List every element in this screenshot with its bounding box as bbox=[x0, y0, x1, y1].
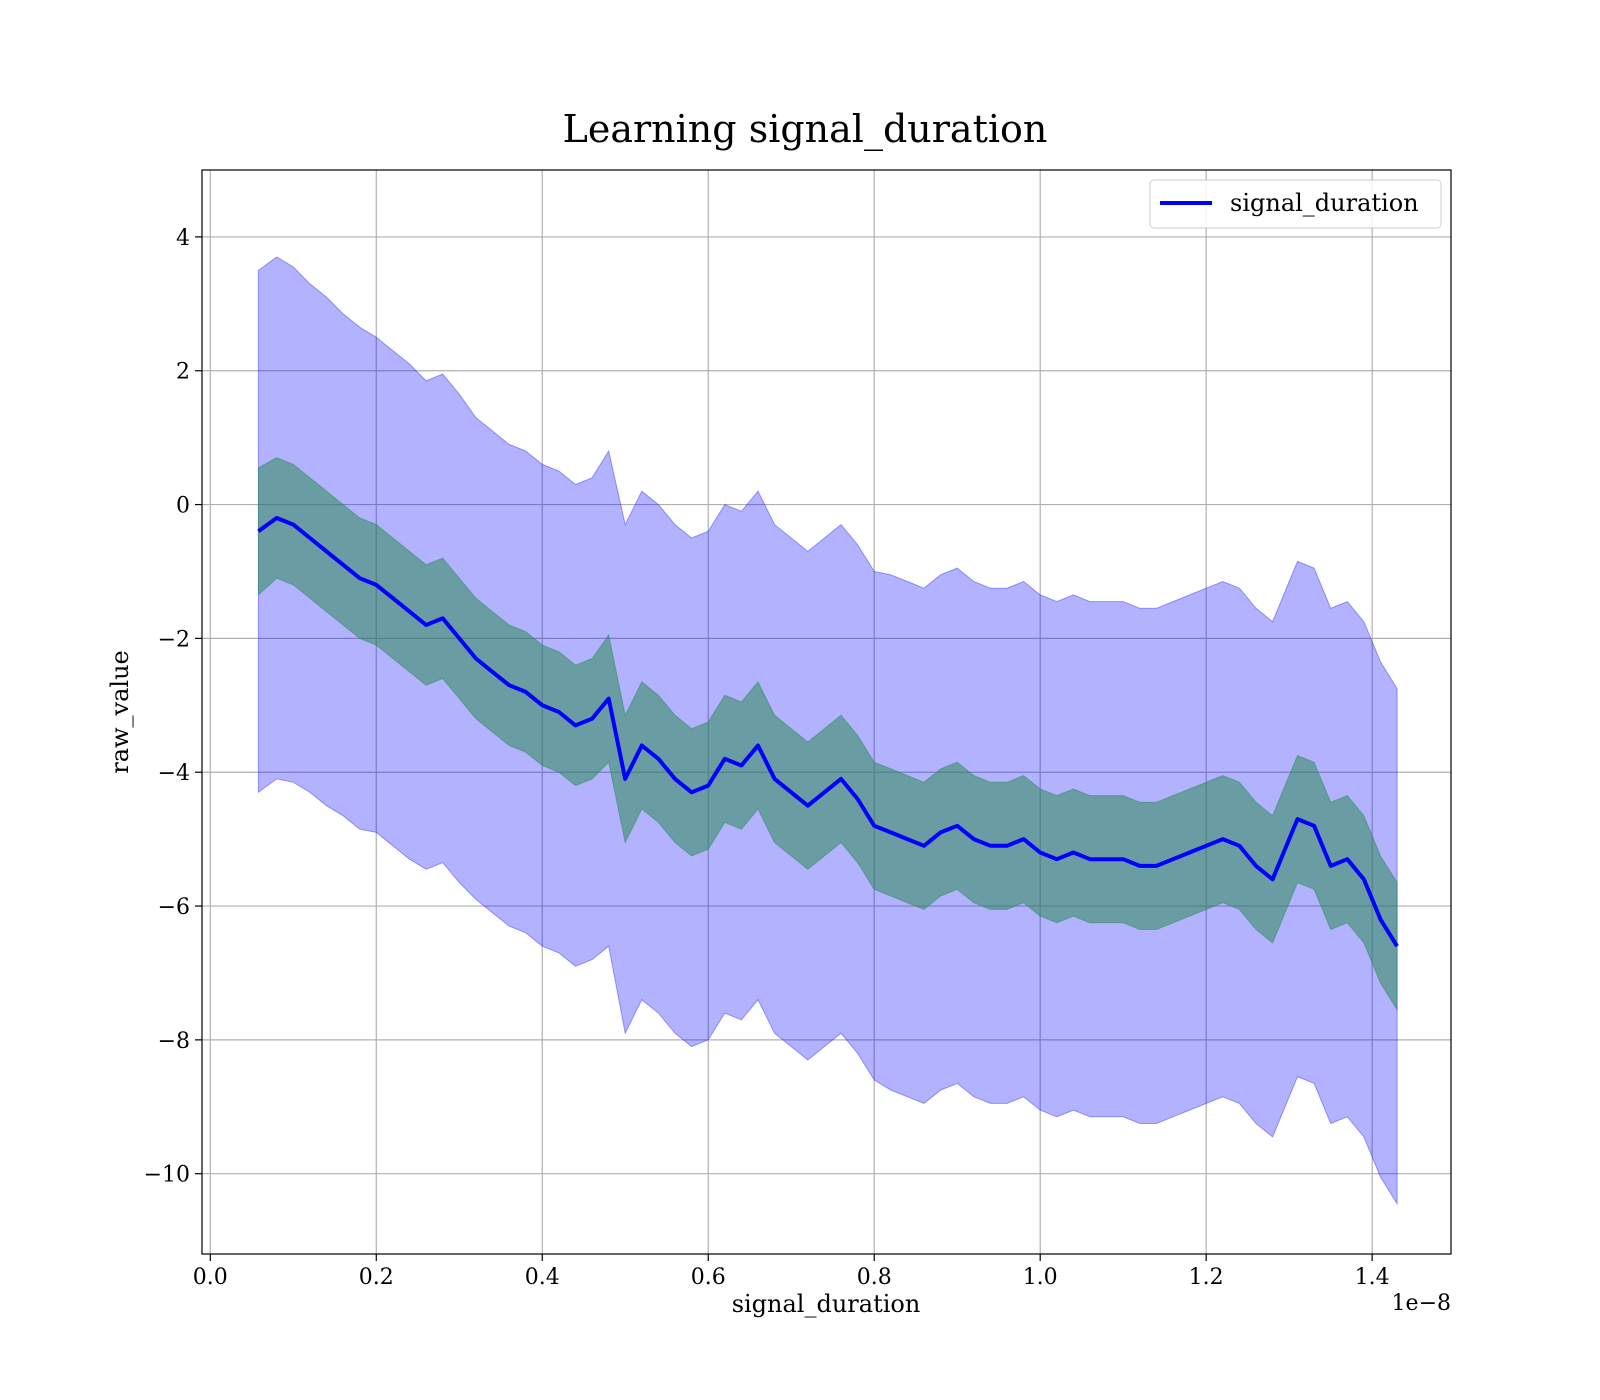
y-tick-label: 0 bbox=[176, 494, 190, 519]
y-tick-label: −10 bbox=[144, 1163, 190, 1188]
x-tick-label: 1.4 bbox=[1355, 1265, 1390, 1290]
legend: signal_duration bbox=[1149, 179, 1442, 229]
legend-box bbox=[1149, 179, 1442, 229]
x-tick-label: 1.0 bbox=[1023, 1265, 1058, 1290]
legend-label-signal-duration: signal_duration bbox=[1230, 189, 1419, 217]
y-tick-label: −4 bbox=[158, 761, 190, 786]
chart-title: Learning signal_duration bbox=[563, 107, 1048, 152]
series-lines bbox=[257, 516, 1399, 948]
x-tick-label: 0.4 bbox=[525, 1265, 560, 1290]
x-tick-label: 1.2 bbox=[1189, 1265, 1224, 1290]
axis-ticks: 0.0 0.2 0.4 0.6 0.8 1.0 1.2 1.4 4 2 0 −2 −4 −6 −8 −10 bbox=[144, 226, 1390, 1290]
y-tick-label: −2 bbox=[158, 627, 190, 652]
x-tick-label: 0.0 bbox=[193, 1265, 228, 1290]
series-line-signal-duration bbox=[257, 516, 1399, 948]
y-tick-label: 2 bbox=[176, 360, 190, 385]
y-tick-label: −6 bbox=[158, 895, 190, 920]
x-offset-label: 1e−8 bbox=[1392, 1291, 1451, 1316]
plot-frame bbox=[201, 169, 1452, 1255]
x-tick-label: 0.2 bbox=[359, 1265, 394, 1290]
inner-std-band bbox=[257, 457, 1398, 1012]
y-tick-label: −8 bbox=[158, 1029, 190, 1054]
y-axis-label: raw_value bbox=[106, 650, 134, 774]
bands bbox=[257, 256, 1398, 1206]
x-tick-label: 0.8 bbox=[857, 1265, 892, 1290]
x-axis-label: signal_duration bbox=[732, 1290, 921, 1318]
x-tick-label: 0.6 bbox=[691, 1265, 726, 1290]
y-tick-label: 4 bbox=[176, 226, 190, 251]
